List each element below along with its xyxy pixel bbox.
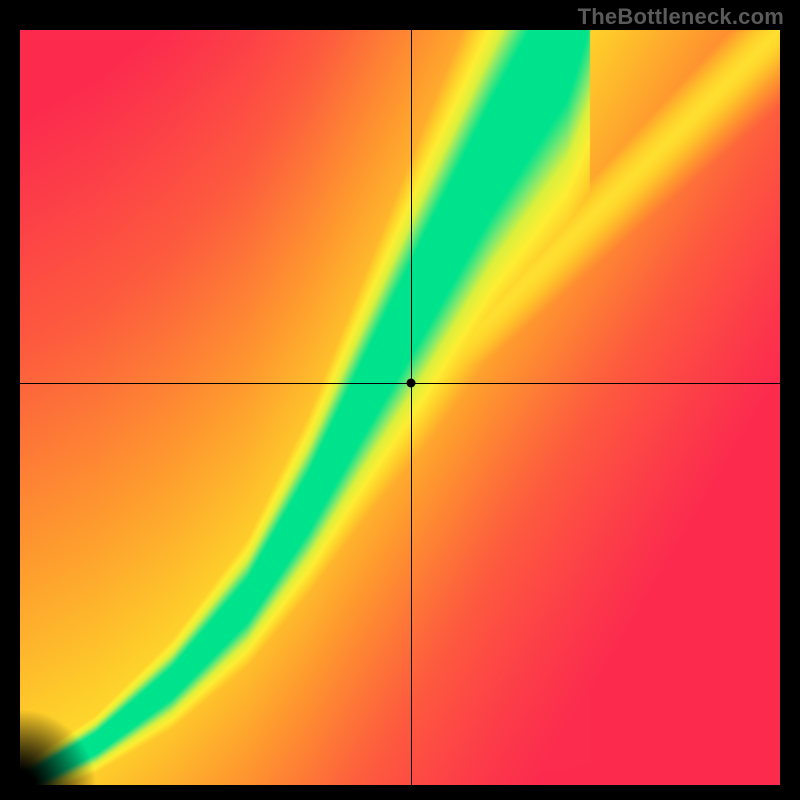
figure-container: TheBottleneck.com bbox=[0, 0, 800, 800]
heatmap-canvas bbox=[20, 30, 780, 785]
crosshair-horizontal bbox=[20, 383, 780, 384]
crosshair-marker bbox=[407, 379, 416, 388]
crosshair-vertical bbox=[411, 30, 412, 785]
plot-area bbox=[20, 30, 780, 785]
watermark-text: TheBottleneck.com bbox=[578, 4, 784, 30]
